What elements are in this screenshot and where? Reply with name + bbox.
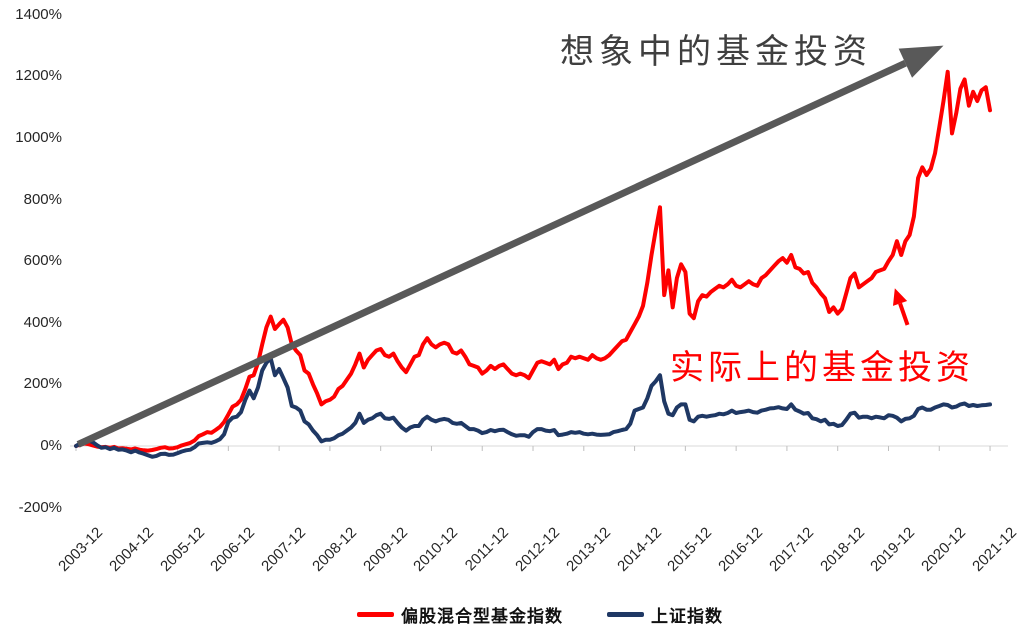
y-axis-tick-label: 800% <box>23 190 62 208</box>
trend-arrow-shaft <box>76 60 907 448</box>
y-axis-tick-label: 1400% <box>15 5 62 23</box>
y-axis-tick-label: 1000% <box>15 129 62 146</box>
legend-swatch-sse-index <box>607 611 644 617</box>
y-axis-tick-label: 400% <box>23 313 62 331</box>
y-axis-tick-label: 600% <box>23 252 62 270</box>
actual-pointer-arrow-head <box>892 288 908 306</box>
y-axis-tick-label: 0% <box>40 437 62 454</box>
y-axis-tick-label: -200% <box>18 498 62 516</box>
legend-label-fund-index: 偏股混合型基金指数 <box>401 606 563 626</box>
annotation-imagined-fund-investing: 想象中的基金投资 <box>560 33 872 71</box>
legend-item-sse-index: 上证指数 <box>607 602 723 627</box>
trend-arrow-head <box>898 45 944 78</box>
y-axis-tick-label: 200% <box>23 375 62 393</box>
y-axis-tick-label: 1200% <box>15 67 62 85</box>
legend-item-fund-index: 偏股混合型基金指数 <box>357 602 563 627</box>
series-line-sse-index <box>74 356 992 459</box>
actual-pointer-arrow-shaft <box>898 302 910 326</box>
legend: 偏股混合型基金指数 上证指数 <box>70 601 1010 627</box>
legend-swatch-fund-index <box>357 611 394 617</box>
series-line-fund-index <box>74 69 992 453</box>
annotation-actual-fund-investing: 实际上的基金投资 <box>670 349 974 387</box>
legend-label-sse-index: 上证指数 <box>651 606 723 626</box>
